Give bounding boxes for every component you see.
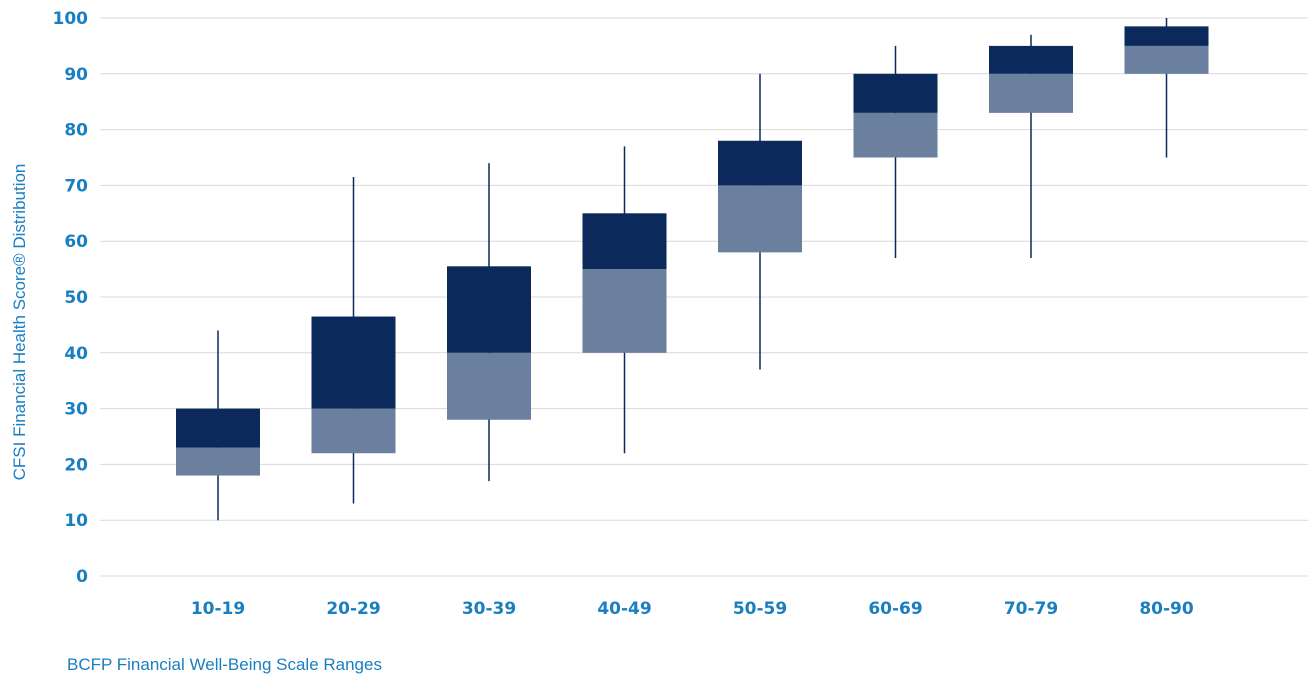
box-upper-50-59 (718, 140, 802, 186)
gridlines (100, 17, 1308, 577)
box-lower-70-79 (989, 73, 1073, 113)
y-tick-label: 30 (64, 400, 88, 420)
box-lower-50-59 (718, 185, 802, 253)
box-upper-10-19 (176, 408, 260, 448)
y-tick-label: 10 (64, 511, 88, 531)
box-lower-30-39 (447, 352, 531, 420)
y-axis-title: CFSI Financial Health Score® Distributio… (10, 164, 29, 481)
y-tick-label: 90 (64, 65, 88, 85)
y-tick-label: 80 (64, 121, 88, 141)
y-tick-label: 50 (64, 288, 88, 308)
y-tick-label: 100 (53, 9, 89, 29)
x-tick-label: 40-49 (597, 599, 651, 619)
box-lower-40-49 (582, 269, 667, 353)
x-tick-label: 10-19 (191, 599, 245, 619)
x-tick-label: 50-59 (733, 599, 787, 619)
y-tick-label: 0 (76, 567, 88, 587)
box-upper-70-79 (989, 45, 1073, 74)
boxes (176, 26, 1209, 476)
box-upper-30-39 (447, 266, 531, 353)
box-lower-20-29 (311, 408, 396, 454)
x-tick-label: 20-29 (326, 599, 380, 619)
box-upper-60-69 (853, 73, 938, 113)
y-tick-labels: 0 10 20 30 40 50 60 70 80 90 100 (53, 9, 89, 587)
box-lower-10-19 (176, 447, 260, 476)
box-lower-80-90 (1124, 45, 1209, 74)
x-tick-labels: 10-19 20-29 30-39 40-49 50-59 60-69 70-79 80-90 (191, 599, 1194, 619)
x-tick-label: 80-90 (1139, 599, 1194, 619)
y-tick-label: 20 (64, 455, 88, 475)
x-tick-label: 30-39 (462, 599, 516, 619)
x-tick-label: 60-69 (868, 599, 922, 619)
y-tick-label: 40 (64, 344, 88, 364)
box-lower-60-69 (853, 112, 938, 158)
x-axis-title: BCFP Financial Well-Being Scale Ranges (67, 655, 382, 674)
box-upper-20-29 (311, 316, 396, 409)
x-tick-label: 70-79 (1004, 599, 1058, 619)
box-upper-80-90 (1124, 26, 1209, 46)
box-upper-40-49 (582, 213, 667, 270)
y-tick-label: 70 (64, 176, 88, 196)
y-tick-label: 60 (64, 232, 88, 252)
